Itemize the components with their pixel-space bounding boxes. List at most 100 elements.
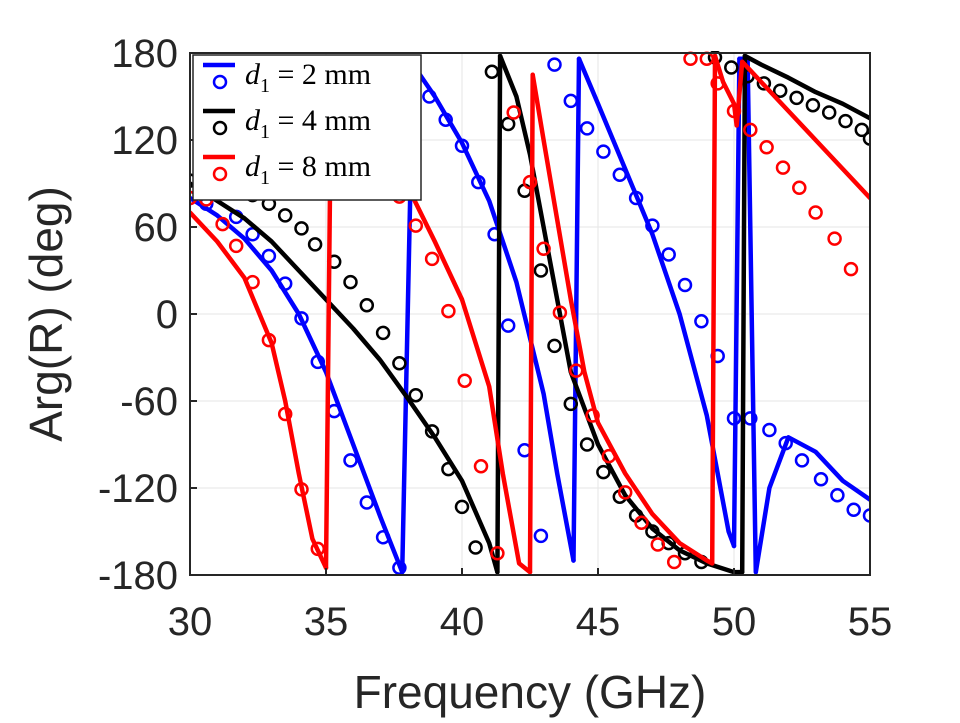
data-point bbox=[245, 274, 260, 290]
data-point bbox=[277, 276, 293, 291]
data-point bbox=[645, 218, 660, 233]
data-point bbox=[808, 205, 823, 220]
data-point bbox=[563, 93, 579, 109]
data-point bbox=[699, 51, 715, 67]
plot-area bbox=[190, 51, 870, 576]
data-point bbox=[343, 274, 358, 290]
data-point bbox=[277, 208, 293, 223]
data-point bbox=[830, 488, 845, 503]
data-point bbox=[677, 277, 693, 293]
data-point bbox=[563, 396, 579, 412]
data-point bbox=[307, 237, 323, 252]
x-tick-label: 50 bbox=[712, 600, 757, 644]
data-point bbox=[343, 453, 358, 468]
data-point bbox=[547, 57, 562, 72]
data-point bbox=[294, 482, 309, 497]
series-line-segment bbox=[742, 53, 870, 121]
data-point bbox=[756, 76, 772, 91]
data-point bbox=[375, 325, 391, 341]
data-point bbox=[261, 248, 277, 264]
data-point bbox=[500, 116, 516, 132]
data-point bbox=[813, 472, 829, 487]
series-line-segment bbox=[190, 181, 500, 575]
data-point bbox=[261, 332, 277, 348]
data-point bbox=[457, 373, 472, 388]
data-point bbox=[408, 387, 424, 403]
series-line-segment bbox=[530, 72, 715, 566]
data-point bbox=[522, 174, 538, 190]
series-line-segment bbox=[527, 72, 535, 575]
legend-entry-2: d1 = 4 mm bbox=[203, 104, 371, 143]
series-3 bbox=[190, 51, 870, 575]
y-tick-label: 120 bbox=[111, 119, 178, 163]
data-point bbox=[661, 247, 676, 262]
series-line-segment bbox=[709, 53, 718, 566]
data-point bbox=[585, 408, 600, 423]
series-line-segment bbox=[410, 62, 576, 563]
data-point bbox=[392, 560, 407, 576]
data-point bbox=[805, 97, 821, 113]
series-line-segment bbox=[190, 210, 329, 571]
legend-label: d1 = 8 mm bbox=[245, 150, 371, 189]
data-point bbox=[862, 508, 870, 523]
data-point bbox=[441, 303, 456, 319]
data-point bbox=[792, 180, 807, 196]
x-tick-label: 40 bbox=[440, 600, 485, 644]
y-tick-label: -120 bbox=[98, 467, 178, 511]
data-point bbox=[547, 338, 562, 354]
data-point bbox=[821, 105, 837, 120]
series-line-segment bbox=[737, 56, 870, 575]
legend-marker-swatch bbox=[212, 166, 228, 182]
data-point bbox=[772, 83, 788, 98]
data-point bbox=[408, 218, 424, 233]
legend-entry-3: d1 = 8 mm bbox=[203, 150, 371, 189]
data-point bbox=[533, 263, 549, 278]
data-point bbox=[533, 528, 549, 544]
series-line-segment bbox=[739, 53, 748, 575]
data-point bbox=[468, 540, 483, 555]
legend: d1 = 2 mm d1 = 4 mm d1 = 8 mm bbox=[192, 54, 422, 201]
series-2 bbox=[190, 51, 870, 575]
legend-box bbox=[192, 54, 422, 201]
series-line-segment bbox=[571, 56, 582, 563]
y-tick-label: 0 bbox=[156, 293, 178, 337]
data-point bbox=[245, 227, 260, 242]
data-point bbox=[506, 105, 521, 120]
data-point bbox=[596, 144, 611, 159]
data-point bbox=[775, 160, 791, 175]
y-tick-label: 180 bbox=[111, 32, 178, 76]
series-line-segment bbox=[731, 56, 742, 549]
data-point bbox=[694, 314, 709, 329]
data-point bbox=[484, 64, 500, 80]
data-point bbox=[743, 122, 758, 138]
data-point bbox=[568, 363, 584, 378]
data-point bbox=[846, 502, 861, 518]
data-point bbox=[422, 89, 437, 104]
data-point bbox=[601, 448, 617, 464]
data-point bbox=[228, 238, 244, 254]
legend-marker-swatch bbox=[212, 120, 228, 136]
y-tick-label: -60 bbox=[120, 380, 178, 424]
data-point bbox=[294, 221, 309, 236]
data-point bbox=[438, 112, 453, 127]
data-point bbox=[724, 60, 739, 75]
data-point bbox=[838, 113, 853, 129]
x-tick-label: 55 bbox=[848, 600, 893, 644]
data-point bbox=[215, 216, 230, 232]
data-point bbox=[645, 524, 660, 539]
data-point bbox=[441, 461, 456, 477]
data-point bbox=[843, 261, 859, 277]
data-point bbox=[471, 174, 486, 190]
data-point bbox=[862, 131, 870, 146]
data-point bbox=[392, 356, 407, 371]
x-axis-label: Frequency (GHz) bbox=[354, 666, 707, 718]
data-point bbox=[612, 167, 628, 183]
data-point bbox=[424, 251, 440, 267]
data-point bbox=[710, 76, 725, 91]
data-point bbox=[500, 318, 516, 333]
series-line-segment bbox=[576, 56, 737, 549]
data-point bbox=[666, 554, 682, 570]
data-point bbox=[359, 495, 375, 510]
legend-marker-swatch bbox=[212, 74, 228, 90]
